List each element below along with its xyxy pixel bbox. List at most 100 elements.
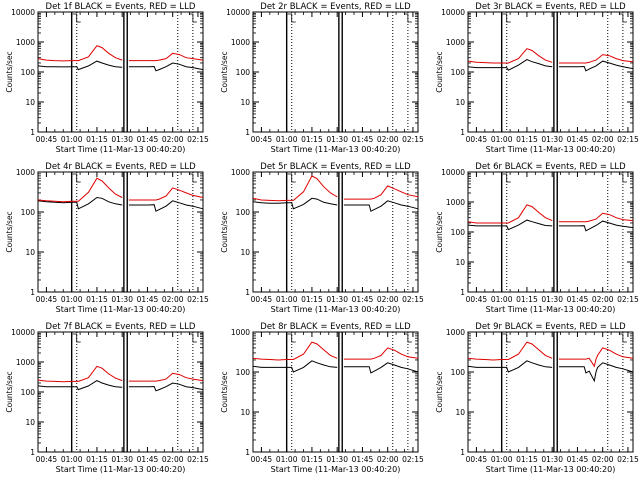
interval-bracket-mark <box>403 173 412 183</box>
x-tick-label: 02:15 <box>617 455 639 464</box>
lld-series-line <box>37 45 204 62</box>
x-tick-label: 02:15 <box>402 295 424 304</box>
x-axis-label: Start Time (11-Mar-13 00:40:20) <box>56 145 186 154</box>
y-tick-label: 10 <box>455 258 465 267</box>
chart-panel-1: Det 1f BLACK = Events, RED = LLD 1 10 100 10… <box>5 2 209 154</box>
y-tick-label: 10 <box>455 98 465 107</box>
events-series-line <box>37 196 204 212</box>
plot-frame <box>467 331 634 453</box>
x-tick-label: 02:15 <box>187 455 209 464</box>
x-tick-label: 01:30 <box>111 135 133 144</box>
y-axis-label: Counts/sec <box>435 51 444 92</box>
x-tick-label: 02:15 <box>187 135 209 144</box>
panel-title: Det 9r BLACK = Events, RED = LLD <box>475 322 626 332</box>
chart-panel-4: Det 4r BLACK = Events, RED = LLD 1 10 100 10… <box>5 162 209 314</box>
plot-frame <box>37 171 204 293</box>
x-tick-label: 01:30 <box>111 455 133 464</box>
x-axis-label: Start Time (11-Mar-13 00:40:20) <box>486 465 616 474</box>
x-axis-label: Start Time (11-Mar-13 00:40:20) <box>486 145 616 154</box>
x-tick-label: 01:15 <box>516 135 538 144</box>
y-tick-label: 100 <box>451 68 466 77</box>
plot-frame <box>252 11 419 133</box>
interval-bracket-mark <box>502 173 511 183</box>
x-tick-label: 02:00 <box>377 455 399 464</box>
plot-frame <box>252 331 419 453</box>
chart-panel-5: Det 5r BLACK = Events, RED = LLD 1 10 100 10… <box>220 162 424 314</box>
y-axis-label: Counts/sec <box>5 371 14 412</box>
y-tick-label: 1000 <box>231 168 250 177</box>
x-tick-label: 01:00 <box>276 295 298 304</box>
x-tick-label: 01:15 <box>301 295 323 304</box>
interval-bracket-mark <box>72 13 81 23</box>
x-tick-label: 01:30 <box>541 295 563 304</box>
lld-series-line <box>252 175 419 202</box>
x-tick-label: 01:00 <box>491 135 513 144</box>
events-series-line <box>37 60 204 72</box>
y-tick-label: 1 <box>460 128 465 137</box>
x-tick-label: 01:15 <box>86 295 108 304</box>
interval-bracket-mark <box>72 333 81 343</box>
y-tick-label: 100 <box>236 68 251 77</box>
x-tick-label: 02:00 <box>377 135 399 144</box>
interval-bracket-mark <box>502 13 511 23</box>
interval-bracket-mark <box>618 13 627 23</box>
x-tick-label: 02:00 <box>592 135 614 144</box>
y-tick-label: 1 <box>460 448 465 457</box>
y-tick-label: 10 <box>455 408 465 417</box>
x-tick-label: 01:30 <box>541 135 563 144</box>
y-axis-label: Counts/sec <box>5 211 14 252</box>
x-tick-label: 01:30 <box>326 135 348 144</box>
y-tick-label: 100 <box>21 68 36 77</box>
x-tick-label: 01:00 <box>61 455 83 464</box>
y-axis-label: Counts/sec <box>220 371 229 412</box>
y-tick-label: 1000 <box>16 168 35 177</box>
x-tick-label: 01:45 <box>352 295 374 304</box>
y-tick-label: 100 <box>236 368 251 377</box>
x-tick-label: 01:45 <box>567 455 589 464</box>
x-tick-label: 01:45 <box>567 295 589 304</box>
chart-panel-6: Det 6r BLACK = Events, RED = LLD 1 10 100 10… <box>435 162 639 314</box>
y-tick-label: 10 <box>240 408 250 417</box>
x-tick-label: 02:15 <box>617 295 639 304</box>
x-tick-label: 01:30 <box>326 455 348 464</box>
x-tick-label: 01:00 <box>61 135 83 144</box>
x-tick-label: 01:00 <box>491 295 513 304</box>
x-tick-label: 01:45 <box>352 455 374 464</box>
x-axis-label: Start Time (11-Mar-13 00:40:20) <box>56 465 186 474</box>
x-tick-label: 00:45 <box>36 295 58 304</box>
x-tick-label: 02:00 <box>592 455 614 464</box>
y-tick-label: 1000 <box>446 198 465 207</box>
x-tick-label: 02:15 <box>187 295 209 304</box>
interval-bracket-mark <box>188 333 197 343</box>
x-tick-label: 02:00 <box>162 455 184 464</box>
y-tick-label: 1 <box>245 128 250 137</box>
x-tick-label: 02:15 <box>402 135 424 144</box>
plot-frame <box>252 171 419 293</box>
x-tick-label: 01:00 <box>61 295 83 304</box>
panel-title: Det 2r BLACK = Events, RED = LLD <box>260 2 411 12</box>
panel-title: Det 1f BLACK = Events, RED = LLD <box>46 2 196 12</box>
y-tick-label: 100 <box>236 208 251 217</box>
y-tick-label: 1 <box>30 288 35 297</box>
x-tick-label: 01:15 <box>301 455 323 464</box>
panel-title: Det 6r BLACK = Events, RED = LLD <box>475 162 626 172</box>
y-tick-label: 1000 <box>16 358 35 367</box>
y-tick-label: 10000 <box>11 8 35 17</box>
events-series-line <box>37 380 204 392</box>
y-axis-label: Counts/sec <box>220 51 229 92</box>
interval-bracket-mark <box>188 173 197 183</box>
interval-bracket-mark <box>287 333 296 343</box>
y-tick-label: 1 <box>460 288 465 297</box>
x-axis-label: Start Time (11-Mar-13 00:40:20) <box>271 145 401 154</box>
events-series-line <box>252 197 419 212</box>
x-tick-label: 00:45 <box>251 135 273 144</box>
panel-title: Det 3r BLACK = Events, RED = LLD <box>475 2 626 12</box>
plot-frame <box>37 11 204 133</box>
x-tick-label: 00:45 <box>36 455 58 464</box>
y-tick-label: 100 <box>21 208 36 217</box>
interval-bracket-mark <box>403 333 412 343</box>
y-axis-label: Counts/sec <box>435 371 444 412</box>
x-tick-label: 01:45 <box>352 135 374 144</box>
lld-series-line <box>467 204 634 224</box>
